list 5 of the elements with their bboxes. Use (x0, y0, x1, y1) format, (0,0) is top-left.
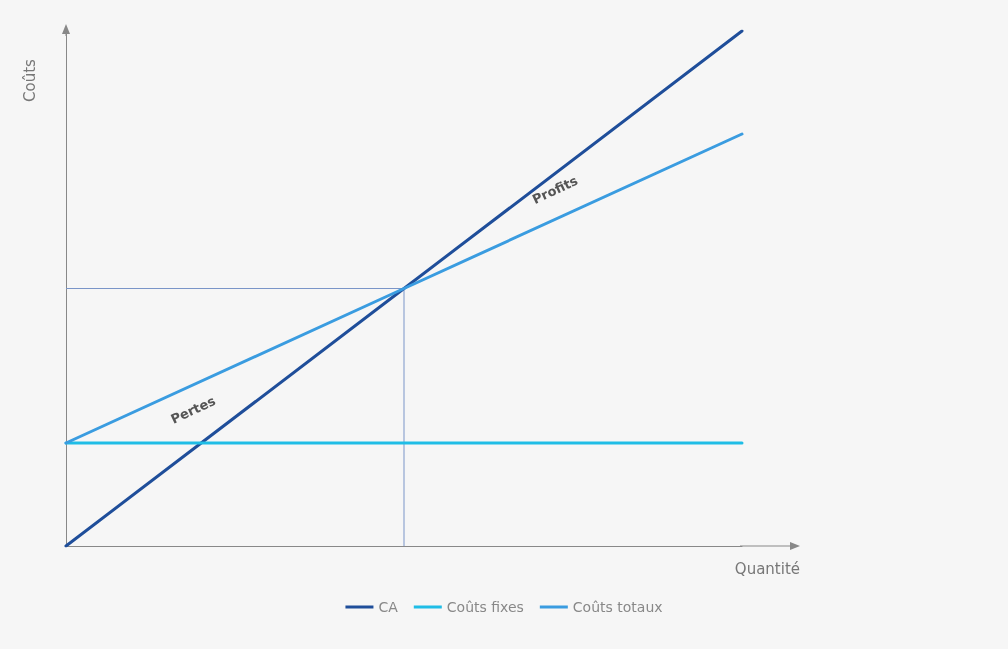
y-axis-title: Coûts (20, 58, 39, 102)
x-axis-title: Quantité (734, 559, 800, 578)
legend-label: Coûts fixes (446, 599, 524, 615)
legend-label: CA (378, 599, 399, 615)
legend-label: Coûts totaux (572, 599, 663, 615)
